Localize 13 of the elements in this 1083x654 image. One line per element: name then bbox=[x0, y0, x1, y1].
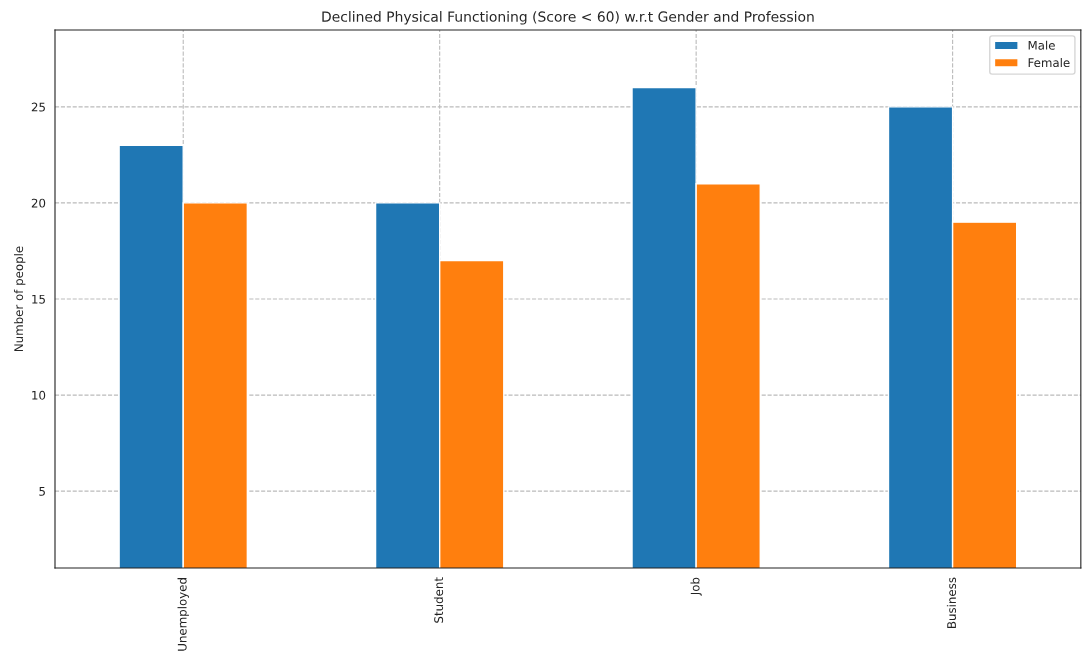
y-tick-label: 25 bbox=[31, 102, 45, 112]
chart-title: Declined Physical Functioning (Score < 60) w.r.t Gender and Profession bbox=[322, 11, 814, 25]
x-tick-label: Business bbox=[946, 577, 957, 628]
y-axis-title: Number of people bbox=[13, 246, 26, 352]
y-tick-label: 5 bbox=[39, 487, 45, 496]
x-tick-label: Job bbox=[690, 577, 702, 596]
legend-label: Male bbox=[1028, 40, 1055, 50]
x-tick-label: Unemployed bbox=[177, 578, 189, 651]
y-tick-label: 10 bbox=[32, 390, 46, 400]
legend-label: Female bbox=[1028, 57, 1070, 68]
y-tick-label: 20 bbox=[31, 198, 46, 208]
x-tick-label: Student bbox=[433, 577, 444, 623]
y-tick-label: 15 bbox=[32, 294, 45, 304]
